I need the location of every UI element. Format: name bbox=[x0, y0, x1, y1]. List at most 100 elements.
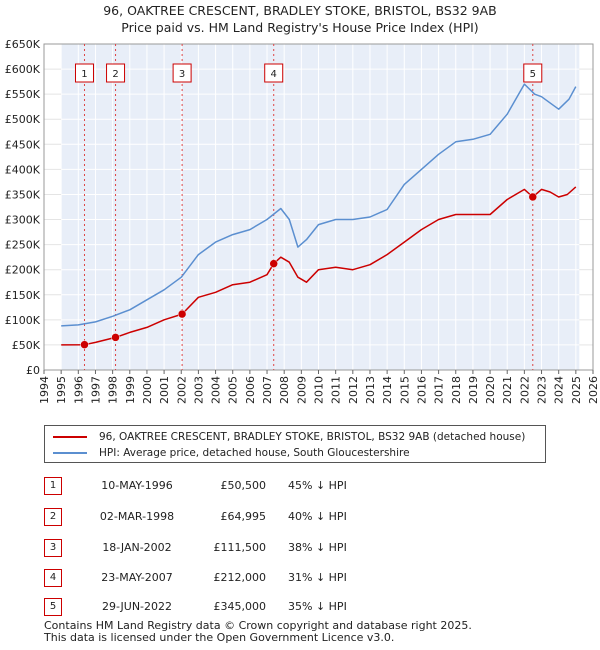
price-chart: 1 2 3 4 5 £0 £50K £100K £150K £200K £250K £300K £350… bbox=[5, 38, 600, 404]
property-price-line bbox=[61, 186, 577, 346]
sale-price: £111,500 bbox=[213, 541, 267, 554]
y-tick-label: £50K bbox=[12, 339, 41, 352]
y-tick-label: £150K bbox=[5, 289, 41, 302]
x-tick-label: 1996 bbox=[72, 376, 85, 404]
legend-label-hpi: HPI: Average price, detached house, Sout… bbox=[99, 447, 410, 459]
x-tick-label: 2005 bbox=[227, 376, 240, 404]
x-tick-label: 2004 bbox=[210, 376, 223, 404]
x-tick-label: 2017 bbox=[433, 376, 446, 404]
x-tick-label: 2002 bbox=[175, 376, 188, 404]
x-tick-label: 2025 bbox=[570, 376, 583, 404]
sale-date: 23-MAY-2007 bbox=[101, 571, 173, 584]
y-tick-label: £600K bbox=[5, 63, 41, 76]
x-tick-label: 2024 bbox=[553, 376, 566, 404]
x-tick-label: 2011 bbox=[330, 376, 343, 404]
sale-hpi-diff: 38% ↓ HPI bbox=[288, 541, 347, 554]
x-tick-label: 1999 bbox=[124, 376, 137, 404]
y-tick-label: £100K bbox=[5, 314, 41, 327]
sale-point bbox=[80, 340, 89, 349]
x-tick-label: 1995 bbox=[55, 376, 68, 404]
sale-label: 3 bbox=[179, 69, 185, 80]
legend: 96, OAKTREE CRESCENT, BRADLEY STOKE, BRI… bbox=[44, 425, 546, 463]
sale-label: 4 bbox=[271, 69, 277, 80]
y-tick-label: £450K bbox=[5, 138, 41, 151]
legend-swatch-hpi bbox=[53, 452, 87, 454]
x-tick-label: 2016 bbox=[415, 376, 428, 404]
x-tick-label: 2023 bbox=[536, 376, 549, 404]
sale-hpi-diff: 45% ↓ HPI bbox=[288, 479, 347, 492]
x-tick-label: 1994 bbox=[38, 376, 51, 404]
x-tick-label: 2001 bbox=[158, 376, 171, 404]
table-row: 2 02-MAR-1998 £64,995 40% ↓ HPI bbox=[0, 506, 600, 528]
sale-price: £64,995 bbox=[220, 510, 267, 523]
sale-hpi-diff: 35% ↓ HPI bbox=[288, 600, 347, 613]
y-tick-label: £200K bbox=[5, 264, 41, 277]
y-tick-label: £400K bbox=[5, 163, 41, 176]
sale-number-badge: 3 bbox=[44, 539, 62, 557]
y-tick-label: £0 bbox=[26, 364, 40, 377]
x-tick-label: 2013 bbox=[364, 376, 377, 404]
x-tick-label: 2022 bbox=[518, 376, 531, 404]
sale-label-box bbox=[74, 63, 94, 83]
sale-number-badge: 1 bbox=[44, 477, 62, 495]
sale-label-box bbox=[172, 63, 192, 83]
sale-date: 29-JUN-2022 bbox=[101, 600, 173, 613]
legend-item-property: 96, OAKTREE CRESCENT, BRADLEY STOKE, BRI… bbox=[53, 429, 525, 445]
sale-price: £212,000 bbox=[213, 571, 267, 584]
hpi-line bbox=[61, 83, 577, 327]
sale-number-badge: 4 bbox=[44, 569, 62, 587]
x-tick-label: 2015 bbox=[398, 376, 411, 404]
sale-point bbox=[269, 259, 278, 268]
sale-price: £345,000 bbox=[213, 600, 267, 613]
x-tick-label: 2021 bbox=[501, 376, 514, 404]
y-tick-label: £250K bbox=[5, 239, 41, 252]
chart-title: 96, OAKTREE CRESCENT, BRADLEY STOKE, BRI… bbox=[0, 2, 600, 36]
x-tick-label: 2026 bbox=[587, 376, 600, 404]
sale-label: 1 bbox=[81, 69, 87, 80]
sale-number-badge: 2 bbox=[44, 508, 62, 526]
y-tick-label: £550K bbox=[5, 88, 41, 101]
footer: Contains HM Land Registry data © Crown c… bbox=[44, 620, 472, 644]
x-tick-label: 2009 bbox=[295, 376, 308, 404]
table-row: 3 18-JAN-2002 £111,500 38% ↓ HPI bbox=[0, 537, 600, 559]
table-row: 1 10-MAY-1996 £50,500 45% ↓ HPI bbox=[0, 475, 600, 497]
sale-label-box bbox=[264, 63, 284, 83]
sale-point bbox=[111, 333, 120, 342]
sale-point bbox=[177, 309, 187, 319]
title-line-1: 96, OAKTREE CRESCENT, BRADLEY STOKE, BRI… bbox=[103, 3, 497, 18]
sale-label-box bbox=[523, 63, 543, 83]
y-tick-label: £500K bbox=[5, 113, 41, 126]
x-tick-label: 2019 bbox=[467, 376, 480, 404]
x-tick-label: 2020 bbox=[484, 376, 497, 404]
y-tick-label: £300K bbox=[5, 214, 41, 227]
sale-date: 02-MAR-1998 bbox=[99, 510, 175, 523]
footer-licence: This data is licensed under the Open Gov… bbox=[44, 631, 395, 644]
y-tick-label: £350K bbox=[5, 188, 41, 201]
sale-date: 18-JAN-2002 bbox=[102, 541, 172, 554]
x-tick-label: 2003 bbox=[192, 376, 205, 404]
table-row: 5 29-JUN-2022 £345,000 35% ↓ HPI bbox=[0, 596, 600, 618]
x-tick-label: 1997 bbox=[89, 376, 102, 404]
x-tick-label: 2012 bbox=[347, 376, 360, 404]
x-tick-label: 2014 bbox=[381, 376, 394, 404]
table-row: 4 23-MAY-2007 £212,000 31% ↓ HPI bbox=[0, 567, 600, 589]
sale-hpi-diff: 31% ↓ HPI bbox=[288, 571, 347, 584]
legend-item-hpi: HPI: Average price, detached house, Sout… bbox=[53, 445, 410, 461]
sale-number-badge: 5 bbox=[44, 598, 62, 616]
x-tick-label: 1998 bbox=[107, 376, 120, 404]
title-line-2: Price paid vs. HM Land Registry's House … bbox=[121, 20, 479, 35]
sale-date: 10-MAY-1996 bbox=[101, 479, 173, 492]
x-tick-label: 2018 bbox=[450, 376, 463, 404]
sale-hpi-diff: 40% ↓ HPI bbox=[288, 510, 347, 523]
sale-point bbox=[528, 192, 538, 202]
sale-label: 5 bbox=[530, 69, 536, 80]
sale-label-box bbox=[106, 63, 126, 83]
x-tick-label: 2008 bbox=[278, 376, 291, 404]
sale-price: £50,500 bbox=[220, 479, 267, 492]
legend-label-property: 96, OAKTREE CRESCENT, BRADLEY STOKE, BRI… bbox=[99, 431, 526, 443]
data-range-shade bbox=[61, 44, 580, 370]
footer-copyright: Contains HM Land Registry data © Crown c… bbox=[44, 619, 472, 632]
y-tick-label: £650K bbox=[5, 38, 41, 51]
x-tick-label: 2006 bbox=[244, 376, 257, 404]
x-tick-label: 2010 bbox=[313, 376, 326, 404]
